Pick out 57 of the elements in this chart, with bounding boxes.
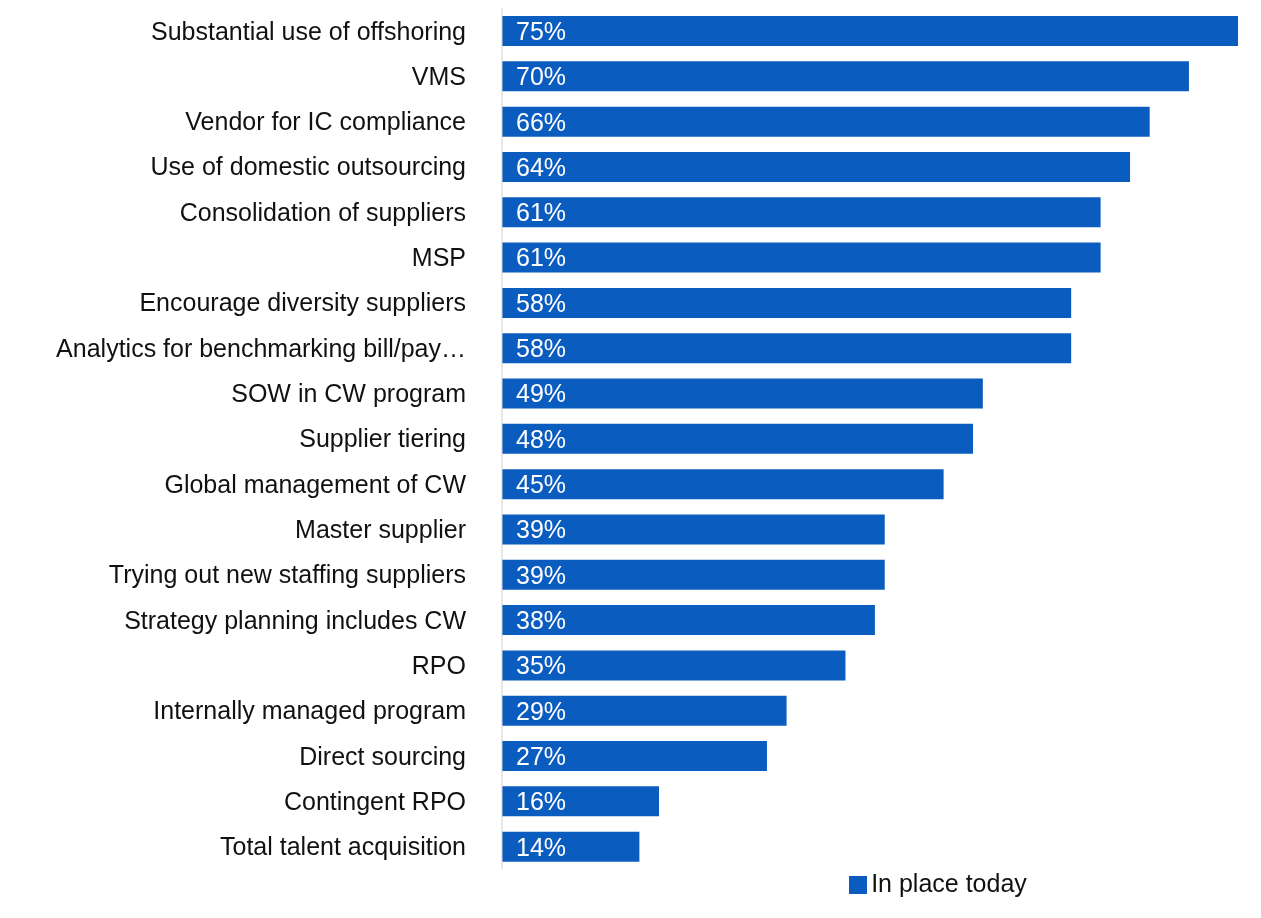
- y-tick-label: Total talent acquisition: [220, 832, 466, 861]
- data-label: 39%: [516, 515, 567, 544]
- data-label: 48%: [516, 424, 567, 453]
- y-tick-label: Trying out new staffing suppliers: [108, 560, 466, 589]
- y-tick-label: Use of domestic outsourcing: [150, 152, 466, 181]
- bar: [502, 287, 1072, 318]
- data-label: 27%: [516, 741, 567, 770]
- y-tick-label: Substantial use of offshoring: [150, 16, 466, 45]
- y-tick-label: RPO: [411, 650, 466, 679]
- y-tick-label: VMS: [411, 61, 466, 90]
- bar: [502, 786, 660, 817]
- data-label: 14%: [516, 832, 567, 861]
- data-label: 45%: [516, 470, 567, 499]
- bar: [502, 559, 885, 590]
- data-label: 35%: [516, 651, 567, 680]
- bar: [502, 333, 1072, 364]
- data-label: 16%: [516, 787, 567, 816]
- bar: [502, 695, 787, 726]
- y-tick-label: Consolidation of suppliers: [179, 197, 466, 226]
- bar: [502, 151, 1131, 182]
- bar: [502, 650, 846, 681]
- data-label: 29%: [516, 696, 567, 725]
- y-tick-label: Encourage diversity suppliers: [139, 288, 466, 317]
- legend-label: In place today: [871, 869, 1027, 897]
- data-label: 49%: [516, 379, 567, 408]
- bar: [502, 16, 1238, 46]
- bar: [502, 514, 885, 545]
- bar: [502, 378, 983, 409]
- data-label: 58%: [516, 334, 567, 363]
- y-tick-label: Vendor for IC compliance: [185, 107, 466, 136]
- bar: [502, 242, 1101, 273]
- data-label: 64%: [516, 152, 567, 181]
- data-label: 38%: [516, 605, 567, 634]
- data-label: 39%: [516, 560, 567, 589]
- data-label: 61%: [516, 198, 567, 227]
- y-tick-label: Strategy planning includes CW: [124, 605, 467, 634]
- y-tick-label: SOW in CW program: [231, 379, 466, 408]
- y-tick-label: Global management of CW: [164, 469, 467, 498]
- y-tick-label: Direct sourcing: [299, 741, 466, 770]
- data-label: 58%: [516, 288, 567, 317]
- bar: [502, 469, 944, 500]
- y-tick-label: MSP: [411, 243, 466, 272]
- y-tick-label: Supplier tiering: [299, 424, 466, 453]
- bar: [502, 605, 875, 636]
- y-tick-label: Master supplier: [295, 515, 466, 544]
- bar: [502, 197, 1101, 228]
- bar: [502, 106, 1150, 137]
- bar: [502, 61, 1189, 92]
- y-tick-label: Internally managed program: [153, 696, 466, 725]
- data-label: 66%: [516, 107, 567, 136]
- data-label: 70%: [516, 62, 567, 91]
- data-label: 75%: [516, 16, 567, 45]
- bar: [502, 423, 974, 454]
- data-label: 61%: [516, 243, 567, 272]
- y-tick-label: Contingent RPO: [283, 786, 466, 815]
- y-tick-label: Analytics for benchmarking bill/pay…: [56, 333, 466, 362]
- bar: [502, 741, 767, 772]
